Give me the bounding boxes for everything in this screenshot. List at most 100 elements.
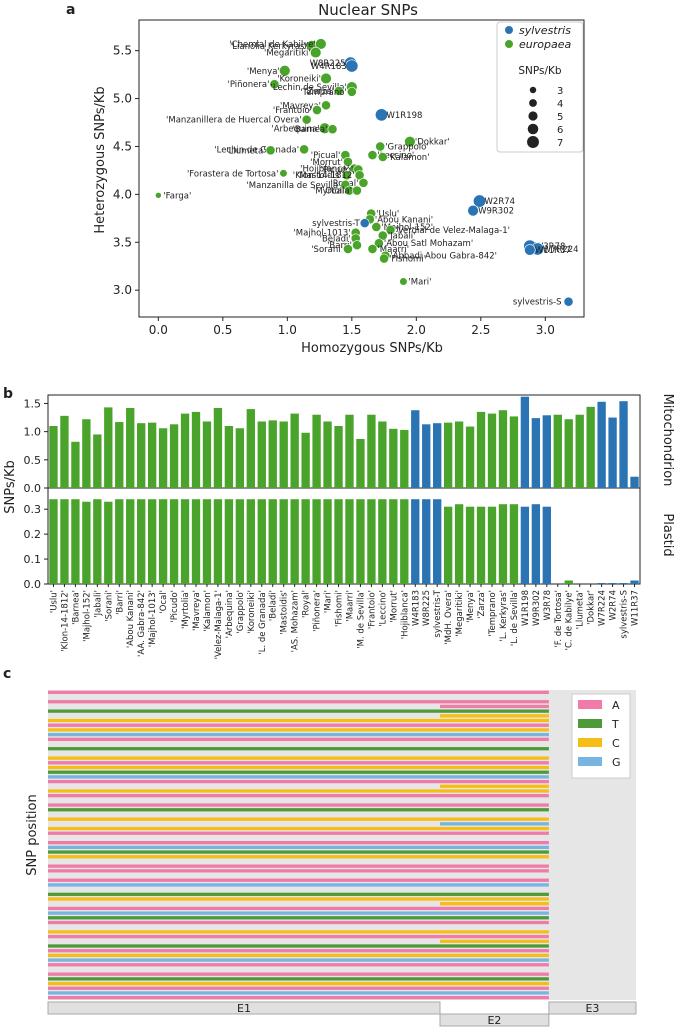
mito-bar	[465, 426, 475, 488]
scatter-point	[354, 170, 365, 181]
scatter-point-label: 'Grappolo'	[385, 142, 429, 152]
scatter-point-label: 'Barnea'	[293, 125, 328, 135]
scatter-point	[374, 238, 384, 249]
scatter-ytick-label: 5.5	[113, 44, 132, 58]
plastid-bar	[378, 499, 387, 584]
plastid-bar	[520, 506, 530, 584]
heatmap-group-label: E3	[585, 1002, 599, 1015]
scatter-point-label: W11R37	[535, 246, 571, 256]
heatmap-cell	[440, 770, 549, 774]
bar-category-label: 'Myrtolia'	[181, 590, 191, 629]
heatmap-cell	[48, 723, 440, 727]
scatter-point-label: 'Leccino'	[377, 151, 414, 161]
scatter-point-label: 'Llumeta'	[226, 146, 265, 156]
heatmap-cell	[48, 855, 440, 859]
bar-category-label: 'Royal'	[302, 590, 312, 618]
heatmap-cell	[48, 934, 440, 939]
mito-bar	[498, 410, 508, 488]
bar-category-label: 'Arbequina'	[225, 590, 235, 638]
heatmap-cell	[48, 869, 440, 873]
heatmap-cell	[440, 981, 549, 986]
mito-bar	[104, 407, 113, 488]
plastid-bar	[49, 499, 58, 584]
bar-category-label: 'Abou Kanani'	[126, 590, 136, 648]
mito-bar	[71, 441, 80, 488]
scatter-point	[343, 244, 353, 254]
mito-ytick-label: 0.5	[24, 454, 42, 467]
bar-category-label: 'Maarri'	[345, 590, 355, 622]
heatmap-cell	[440, 958, 549, 962]
scatter-point	[467, 204, 479, 217]
scatter-point	[367, 150, 378, 160]
mito-bar	[597, 401, 606, 488]
heatmap-cell	[48, 986, 440, 990]
legend-size-marker	[528, 111, 538, 121]
mito-bar	[542, 415, 551, 488]
scatter-point-label: 'Majhol-152'	[381, 223, 433, 233]
bar-chart: 0.0 0.5 1.0 1.5 0.0 0.1 0.2 0.3 'Uslu' 'Klon-14-1…	[24, 394, 641, 659]
mito-bar	[564, 419, 573, 488]
mito-bar	[60, 415, 69, 488]
scatter-point-label: 'Maarri'	[377, 245, 409, 255]
bar-category-label: 'Beladi'	[269, 590, 279, 621]
bar-category-label: 'Kalamon'	[203, 590, 213, 632]
mito-bar	[356, 438, 365, 488]
heatmap-cell	[48, 728, 440, 732]
scatter-frame	[138, 19, 585, 318]
scatter-point	[358, 177, 369, 188]
mito-bar	[115, 422, 124, 488]
legend-size-title: SNPs/Kb	[518, 65, 562, 77]
mito-bar	[400, 429, 409, 488]
scatter-point-label: W4R183	[311, 62, 347, 72]
heatmap-cell	[440, 996, 549, 1000]
heatmap-cell	[440, 878, 549, 882]
mito-bar	[433, 423, 442, 488]
mito-bar	[575, 414, 584, 488]
heatmap-cell	[48, 864, 440, 868]
scatter-point	[404, 135, 416, 148]
plastid-bar	[454, 504, 464, 584]
plastid-bar	[465, 506, 475, 584]
heatmap-cell	[48, 737, 440, 741]
scatter-point	[327, 124, 338, 135]
bar-category-label: 'Majhol-152'	[82, 590, 92, 642]
heatmap-cell	[440, 944, 549, 948]
scatter-point-label: 'Arbequina'	[271, 124, 319, 134]
bar-category-label: 'Fishomi'	[335, 590, 345, 627]
scatter-point-label: 'Verdial de Velez-Malaga-1'	[396, 226, 510, 236]
mito-bar	[345, 414, 354, 488]
heatmap-cell	[48, 817, 440, 821]
scatter-point-label: 'Hojiblanca'	[300, 165, 349, 175]
heatmap-cell	[440, 897, 549, 901]
scatter-point	[269, 79, 280, 90]
mito-bar	[323, 421, 332, 488]
bar-category-label: 'Jabali'	[93, 590, 103, 618]
plastid-ytick-label: 0.3	[24, 503, 42, 516]
scatter-point	[371, 222, 382, 232]
heatmap-cell	[48, 963, 440, 967]
mito-bar	[443, 422, 453, 488]
heatmap-cell	[48, 779, 440, 784]
heatmap-cell	[48, 883, 440, 887]
scatter-point	[299, 144, 310, 155]
heatmap-legend-label: G	[612, 756, 621, 769]
bar-category-label: W8R225	[422, 590, 432, 626]
heatmap-group-bar	[548, 1001, 637, 1015]
scatter-plot: 0.0 0.5 1.0 1.5 2.0 2.5 3.0 3.0 3.5 4.0 4.5 5.0 5.5 '…	[113, 19, 585, 337]
heatmap-cell	[440, 794, 549, 798]
bar-category-label: W2R74	[609, 590, 619, 621]
heatmap-cell	[48, 709, 440, 713]
heatmap-legend-swatch	[578, 700, 602, 709]
legend-size-marker	[529, 86, 537, 94]
mito-bar	[454, 421, 464, 488]
heatmap-cell	[440, 775, 549, 779]
heatmap-cell	[440, 747, 549, 751]
heatmap-cell	[440, 723, 549, 727]
heatmap-cell	[48, 996, 440, 1000]
heatmap-cell	[440, 732, 549, 737]
scatter-xtick-label: 1.5	[342, 323, 361, 337]
scatter-point-label: 'Mari'	[408, 278, 431, 288]
heatmap-group-bar	[439, 1013, 550, 1027]
scatter-xtick-label: 0.0	[149, 323, 168, 337]
heatmap-cell	[48, 831, 440, 835]
